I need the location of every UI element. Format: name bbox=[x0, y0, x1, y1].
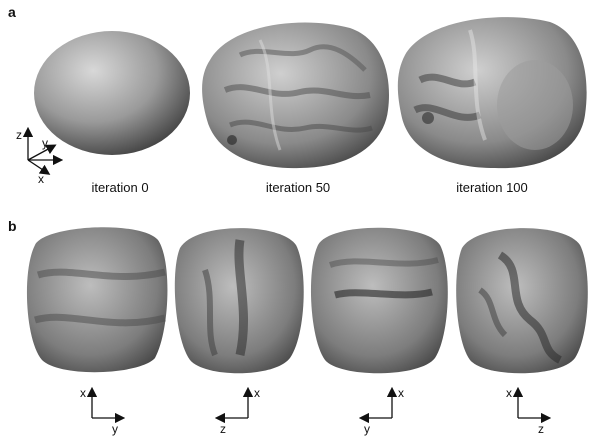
axis-label-a-z: z bbox=[16, 128, 22, 142]
axis-label-a-x: x bbox=[38, 172, 44, 186]
axes-view-1 bbox=[86, 386, 126, 424]
axis-label-v4-horizontal: z bbox=[538, 422, 544, 436]
blob-iteration-100 bbox=[397, 17, 587, 169]
axis-triad-a bbox=[22, 126, 64, 175]
blob-view-3 bbox=[310, 227, 448, 374]
blob-iteration-50 bbox=[202, 22, 390, 169]
axis-label-v2-vertical: x bbox=[254, 386, 260, 400]
axis-label-v3-vertical: x bbox=[398, 386, 404, 400]
caption-iteration-100: iteration 100 bbox=[456, 180, 528, 195]
axis-label-a-y: y bbox=[42, 136, 48, 150]
axis-label-v3-horizontal: y bbox=[364, 422, 370, 436]
panel-letter-a: a bbox=[8, 4, 16, 20]
axes-view-4 bbox=[512, 386, 552, 424]
axis-label-v4-vertical: x bbox=[506, 386, 512, 400]
caption-iteration-0: iteration 0 bbox=[91, 180, 149, 195]
blob-view-2 bbox=[174, 228, 304, 374]
blob-view-1 bbox=[26, 227, 168, 373]
axis-label-v2-horizontal: z bbox=[220, 422, 226, 436]
panel-letter-b: b bbox=[8, 218, 17, 234]
axes-view-2 bbox=[214, 386, 254, 424]
blob-view-4 bbox=[456, 228, 588, 374]
axis-label-v1-vertical: x bbox=[80, 386, 86, 400]
caption-iteration-50: iteration 50 bbox=[265, 180, 331, 195]
sphere-iteration-0 bbox=[34, 31, 190, 155]
axes-view-3 bbox=[358, 386, 398, 424]
axis-label-v1-horizontal: y bbox=[112, 422, 118, 436]
